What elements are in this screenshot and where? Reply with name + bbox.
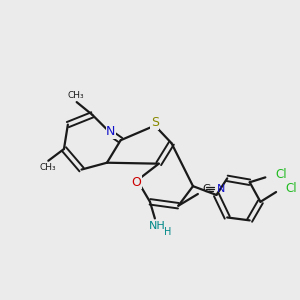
- Text: NH: NH: [148, 221, 165, 231]
- Text: O: O: [131, 176, 141, 189]
- Text: C: C: [203, 184, 211, 194]
- Text: N: N: [106, 125, 116, 138]
- Text: CH₃: CH₃: [68, 91, 84, 100]
- Text: Cl: Cl: [275, 168, 287, 181]
- Text: CH₃: CH₃: [39, 163, 56, 172]
- Text: H: H: [164, 227, 171, 237]
- Text: Cl: Cl: [286, 182, 298, 195]
- Text: N: N: [217, 184, 225, 194]
- Text: S: S: [151, 116, 159, 129]
